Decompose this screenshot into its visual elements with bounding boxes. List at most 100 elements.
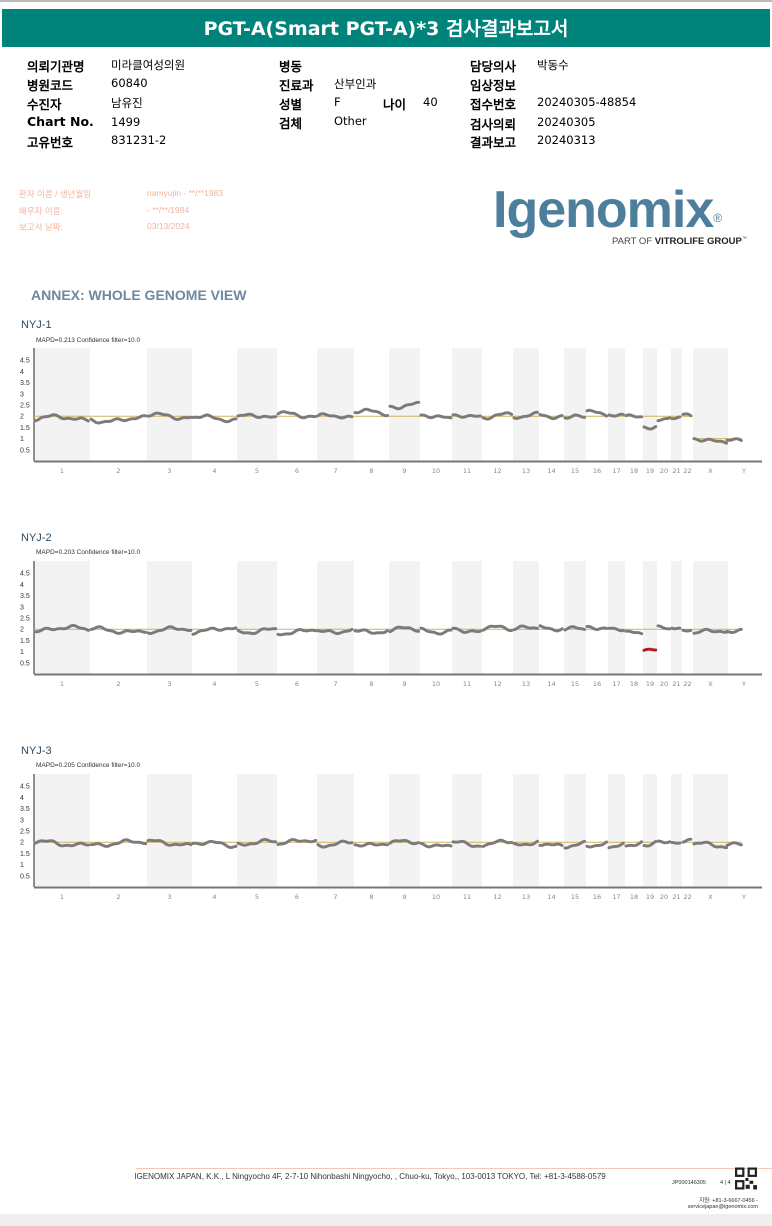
data-point bbox=[274, 627, 278, 631]
info-label: 나이 bbox=[383, 97, 407, 112]
x-tick-label: 21 bbox=[672, 680, 680, 688]
info-value: 60840 bbox=[111, 76, 148, 90]
info-value: 20240313 bbox=[537, 133, 596, 147]
x-tick-label: 21 bbox=[672, 467, 680, 475]
x-tick-label: 17 bbox=[612, 680, 620, 688]
chromosome-22-points bbox=[681, 837, 693, 844]
chromosome-6-points bbox=[276, 628, 318, 637]
report-date-label: 보고서 날짜: bbox=[19, 222, 63, 232]
x-tick-label: 8 bbox=[369, 893, 373, 901]
sample-mapd: MAPD=0.203 Confidence filter=10.0 bbox=[36, 549, 141, 556]
chromosome-band bbox=[389, 774, 420, 887]
chromosome-9-points bbox=[388, 625, 421, 634]
document-id: JP000146305 bbox=[672, 1180, 706, 1186]
x-tick-label: 15 bbox=[571, 893, 579, 901]
chromosome-band bbox=[317, 774, 354, 887]
x-tick-label: 2 bbox=[116, 467, 120, 475]
chromosome-7-points bbox=[316, 627, 354, 636]
partner-name-value: - **/**/1984 bbox=[147, 205, 190, 215]
y-tick-label: 4.5 bbox=[20, 784, 30, 791]
logo-wordmark: Igenomix bbox=[493, 181, 714, 239]
data-point bbox=[605, 626, 608, 630]
chromosome-band bbox=[564, 561, 586, 674]
x-tick-label: 7 bbox=[333, 893, 337, 901]
x-tick-label: 12 bbox=[493, 467, 501, 475]
info-label: 결과보고 bbox=[470, 135, 517, 150]
chromosome-band bbox=[452, 774, 482, 887]
patient-name-value: namyujin - **/**1983 bbox=[147, 188, 224, 198]
chromosome-5-points bbox=[236, 838, 278, 847]
chromosome-19-points bbox=[642, 647, 658, 652]
y-tick-label: 2.5 bbox=[20, 616, 30, 623]
x-tick-label: 4 bbox=[212, 893, 216, 901]
x-tick-label: 8 bbox=[369, 467, 373, 475]
data-point bbox=[386, 414, 389, 417]
data-point bbox=[689, 414, 693, 418]
y-tick-label: 1 bbox=[20, 862, 24, 869]
data-point bbox=[86, 843, 90, 847]
sample-title: NYJ-2 bbox=[21, 532, 52, 544]
chromosome-band bbox=[147, 561, 192, 674]
report-date-value: 03/13/2024 bbox=[147, 221, 190, 231]
info-label: 임상정보 bbox=[470, 78, 517, 93]
chromosome-11-points bbox=[451, 839, 482, 848]
chromosome-8-points bbox=[353, 841, 389, 848]
chromosome-7-points bbox=[316, 839, 354, 849]
x-tick-label: 15 bbox=[571, 467, 579, 475]
x-tick-label: 5 bbox=[255, 680, 259, 688]
x-tick-label: 21 bbox=[672, 893, 680, 901]
x-tick-label: 16 bbox=[593, 680, 601, 688]
chromosome-18-points bbox=[624, 840, 644, 848]
chromosome-X-points bbox=[692, 627, 728, 635]
chromosome-12-points bbox=[481, 411, 514, 421]
chromosome-7-points bbox=[316, 412, 354, 420]
x-tick-label: 11 bbox=[463, 467, 471, 475]
x-tick-label: Y bbox=[741, 680, 746, 688]
x-tick-label: 19 bbox=[646, 680, 654, 688]
chromosome-band bbox=[513, 774, 539, 887]
chromosome-4-points bbox=[191, 839, 238, 849]
y-tick-label: 3 bbox=[20, 817, 24, 824]
data-point bbox=[605, 840, 608, 844]
x-tick-label: 6 bbox=[295, 893, 299, 901]
y-tick-label: 2.5 bbox=[20, 829, 30, 836]
data-point bbox=[189, 628, 193, 632]
chromosome-8-points bbox=[353, 407, 389, 418]
data-point bbox=[640, 632, 644, 636]
data-point bbox=[144, 414, 148, 418]
x-tick-label: 9 bbox=[402, 680, 406, 688]
x-tick-label: 15 bbox=[571, 680, 579, 688]
x-tick-label: 13 bbox=[522, 680, 530, 688]
chromosome-15-points bbox=[563, 839, 586, 850]
x-tick-label: 7 bbox=[333, 680, 337, 688]
x-tick-label: 3 bbox=[167, 680, 171, 688]
chromosome-16-points bbox=[585, 840, 608, 849]
y-tick-label: 0.5 bbox=[20, 660, 30, 667]
chromosome-band bbox=[34, 561, 90, 674]
x-tick-label: 5 bbox=[255, 467, 259, 475]
data-point bbox=[350, 627, 354, 631]
info-value: 박동수 bbox=[537, 58, 569, 72]
chromosome-band bbox=[671, 561, 682, 674]
y-tick-label: 0.5 bbox=[20, 873, 30, 880]
x-tick-label: 12 bbox=[493, 680, 501, 688]
x-tick-label: 11 bbox=[463, 680, 471, 688]
chromosome-band bbox=[643, 561, 657, 674]
chromosome-13-points bbox=[512, 839, 539, 847]
data-point bbox=[478, 414, 482, 418]
chromosome-15-points bbox=[563, 625, 586, 632]
chromosome-4-points bbox=[191, 413, 238, 424]
x-tick-label: 3 bbox=[167, 467, 171, 475]
data-point bbox=[535, 410, 539, 414]
chromosome-10-points bbox=[419, 413, 453, 420]
info-value: 40 bbox=[423, 95, 438, 109]
data-point bbox=[583, 415, 586, 419]
y-tick-label: 1.5 bbox=[20, 425, 30, 432]
y-tick-label: 2.5 bbox=[20, 403, 30, 410]
x-tick-label: X bbox=[708, 680, 713, 688]
chromosome-14-points bbox=[538, 842, 564, 847]
igenomix-logo: Igenomix® bbox=[493, 181, 722, 239]
info-label: 접수번호 bbox=[470, 97, 517, 112]
data-point bbox=[510, 412, 514, 416]
data-point bbox=[668, 840, 672, 844]
